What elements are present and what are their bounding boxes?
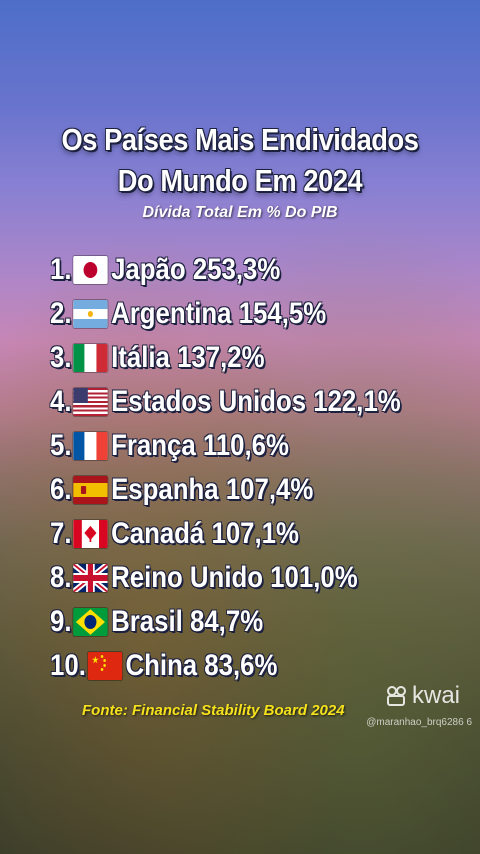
source-text: Fonte: Financial Stability Board 2024: [82, 702, 345, 719]
argentina-flag-icon: [73, 300, 108, 328]
country-name: Japão: [111, 253, 186, 286]
subtitle: Dívida Total Em % Do PIB: [142, 204, 338, 221]
country-name: China: [125, 649, 198, 682]
debt-value: 110,6%: [202, 429, 289, 462]
country-name: Argentina: [111, 297, 232, 330]
canada-flag-icon: [73, 520, 108, 548]
debt-value: 101,0%: [270, 561, 358, 594]
debt-value: 122,1%: [313, 385, 401, 418]
debt-value: 137,2%: [177, 341, 265, 374]
country-name: Estados Unidos: [111, 385, 307, 418]
rank-number: 8.: [50, 561, 72, 594]
rank-number: 2.: [50, 297, 72, 330]
china-flag-icon: [87, 652, 122, 680]
country-name: Itália: [111, 341, 170, 374]
usa-flag-icon: [73, 388, 108, 416]
brand-name: kwai: [412, 682, 461, 709]
debt-value: 83,6%: [204, 649, 278, 682]
rank-number: 10.: [50, 649, 86, 682]
title-line-1: Os Países Mais Endividados: [61, 122, 419, 157]
list-item: 1. Japão 253,3%: [50, 250, 280, 290]
rank-number: 7.: [50, 517, 72, 550]
debt-value: 253,3%: [192, 253, 281, 286]
france-flag-icon: [73, 432, 108, 460]
country-name: Brasil: [111, 605, 183, 638]
list-item: 7. Canadá 107,1%: [50, 514, 299, 554]
list-item: 10. China 83,6%: [50, 646, 277, 686]
country-name: Espanha: [111, 473, 219, 506]
list-item: 9. Brasil 84,7%: [50, 602, 263, 642]
list-item: 4. Estados Unidos 122,1%: [50, 382, 401, 422]
debt-value: 107,4%: [225, 473, 314, 506]
country-name: Canadá: [111, 517, 205, 550]
list-item: 2. Argentina 154,5%: [50, 294, 326, 334]
brazil-flag-icon: [73, 608, 108, 636]
uk-flag-icon: [73, 564, 108, 592]
rank-number: 9.: [50, 605, 72, 638]
title-line-2: Do Mundo Em 2024: [117, 163, 363, 198]
debt-value: 84,7%: [189, 605, 264, 638]
list-item: 5. França 110,6%: [50, 426, 289, 466]
country-name: Reino Unido: [111, 561, 264, 594]
list-item: 3. Itália 137,2%: [50, 338, 265, 378]
debt-value: 154,5%: [238, 297, 327, 330]
kwai-watermark: kwai: [386, 682, 460, 710]
rank-number: 5.: [50, 429, 72, 462]
rank-number: 4.: [50, 385, 72, 418]
rank-number: 3.: [50, 341, 72, 374]
italy-flag-icon: [73, 344, 108, 372]
rank-number: 1.: [50, 253, 72, 286]
country-name: França: [111, 429, 196, 462]
spain-flag-icon: [73, 476, 108, 504]
debt-value: 107,1%: [211, 517, 299, 550]
japan-flag-icon: [73, 256, 108, 284]
list-item: 8. Reino Unido 101,0%: [50, 558, 358, 598]
rank-number: 6.: [50, 473, 72, 506]
kwai-logo-icon: [386, 685, 408, 707]
user-handle: @maranhao_brq6286 6: [366, 717, 472, 728]
list-item: 6. Espanha 107,4%: [50, 470, 313, 510]
